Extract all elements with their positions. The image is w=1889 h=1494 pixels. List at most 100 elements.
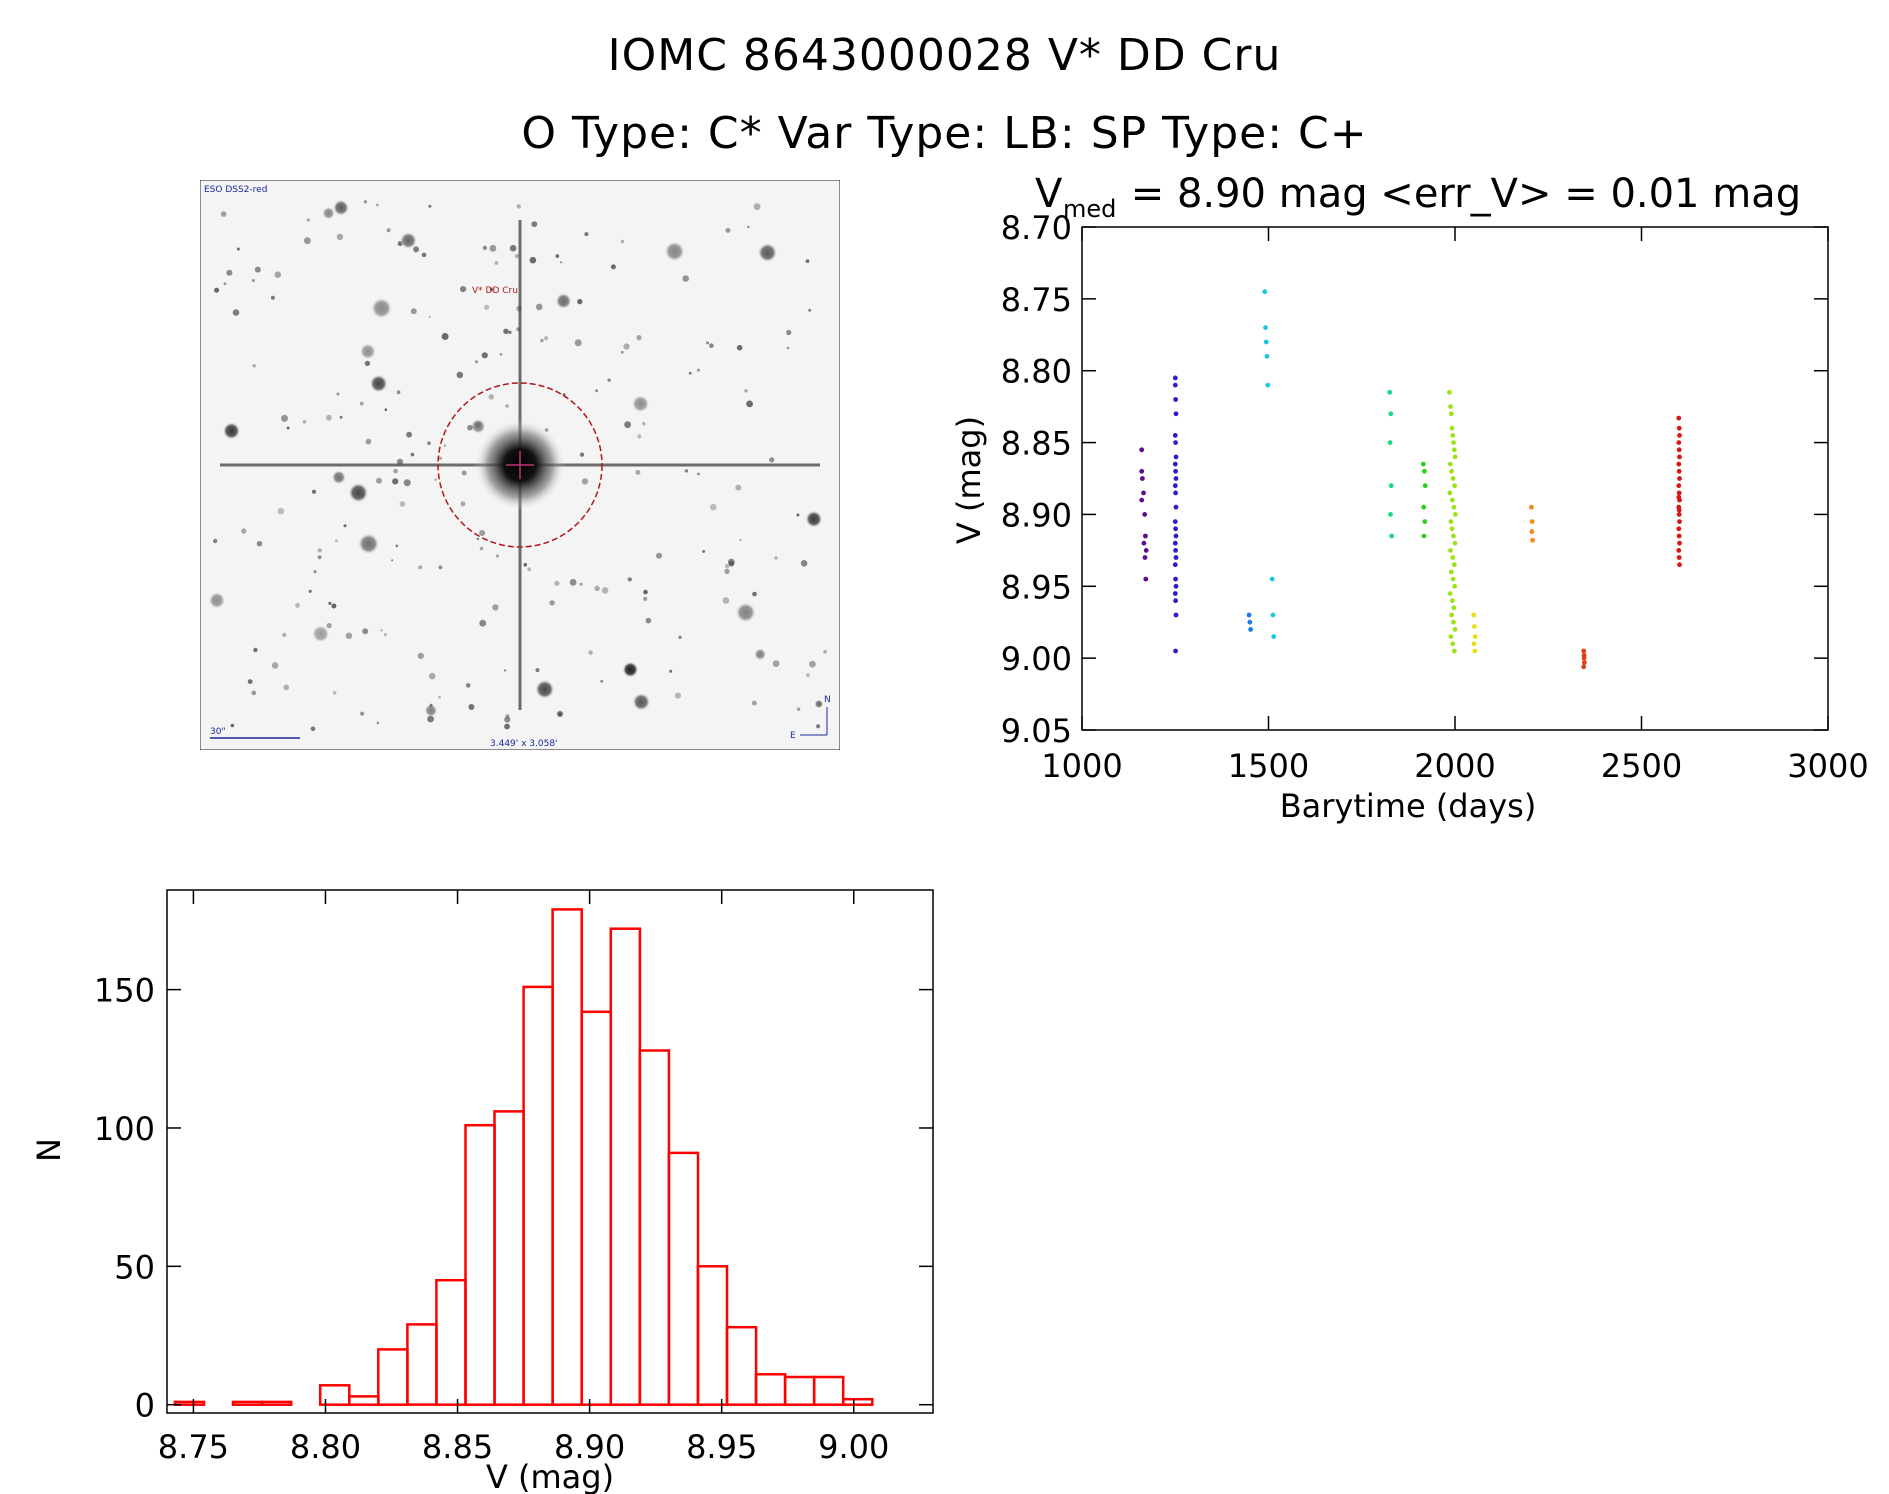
- star: [399, 231, 418, 250]
- data-point: [1143, 576, 1149, 582]
- star: [270, 295, 275, 300]
- star: [417, 652, 424, 659]
- star: [503, 328, 509, 334]
- star: [624, 421, 631, 429]
- star: [702, 550, 705, 553]
- star: [739, 538, 742, 542]
- star: [631, 394, 650, 413]
- star: [274, 271, 282, 278]
- star: [306, 218, 310, 222]
- star: [251, 279, 255, 283]
- x-tick-label: 1000: [1041, 747, 1122, 785]
- data-point: [1172, 562, 1178, 568]
- star: [421, 252, 427, 258]
- star: [460, 286, 467, 293]
- star: [796, 513, 800, 517]
- north-label: N: [824, 695, 831, 705]
- data-point: [1271, 634, 1277, 639]
- star: [535, 303, 543, 311]
- data-point: [1452, 454, 1458, 460]
- star: [383, 633, 387, 637]
- star: [706, 341, 709, 345]
- star: [406, 431, 412, 438]
- star: [736, 344, 743, 351]
- data-point: [1172, 483, 1178, 489]
- star: [339, 415, 343, 419]
- data-point: [1472, 634, 1478, 639]
- star: [747, 225, 750, 229]
- star: [393, 468, 398, 474]
- data-point: [1172, 591, 1178, 596]
- star: [754, 648, 767, 661]
- star: [635, 469, 641, 475]
- star: [697, 472, 700, 476]
- data-point: [1450, 555, 1456, 560]
- star: [752, 591, 757, 597]
- star: [396, 390, 401, 394]
- y-tick-label: 8.90: [1001, 496, 1072, 534]
- star: [725, 564, 730, 569]
- star: [479, 546, 484, 551]
- star: [823, 650, 827, 654]
- histogram-bar: [493, 1110, 525, 1406]
- data-point: [1450, 598, 1455, 604]
- data-point: [1529, 529, 1535, 535]
- star: [395, 544, 399, 548]
- data-point: [1581, 664, 1587, 670]
- star: [621, 351, 624, 354]
- star: [456, 371, 464, 379]
- fov-label: 3.449' x 3.058': [490, 739, 558, 749]
- star: [376, 477, 382, 484]
- star: [475, 360, 478, 364]
- data-point: [1450, 497, 1455, 503]
- x-tick-label: 8.90: [554, 1428, 625, 1466]
- data-point: [1173, 548, 1178, 553]
- star: [302, 419, 307, 424]
- data-point: [1676, 483, 1682, 489]
- star: [632, 692, 651, 712]
- star: [746, 400, 753, 408]
- star: [348, 482, 369, 504]
- star: [594, 585, 600, 592]
- star: [577, 298, 583, 305]
- star: [410, 452, 415, 457]
- data-point: [1269, 576, 1275, 582]
- data-point: [1677, 562, 1682, 568]
- star: [751, 700, 757, 706]
- data-point: [1173, 454, 1179, 460]
- star: [476, 537, 479, 541]
- star: [574, 339, 582, 347]
- data-point: [1263, 339, 1269, 345]
- data-point: [1173, 598, 1178, 604]
- star: [806, 673, 810, 678]
- x-tick-label: 3000: [1787, 747, 1868, 785]
- star: [588, 650, 593, 655]
- y-tick-label: 8.85: [1001, 425, 1072, 463]
- data-point: [1452, 627, 1458, 632]
- histogram-bar: [725, 1325, 758, 1406]
- star: [531, 221, 538, 228]
- star: [252, 364, 256, 368]
- star: [643, 589, 648, 595]
- star: [622, 661, 639, 678]
- star: [656, 552, 662, 559]
- star: [636, 335, 642, 341]
- data-point: [1448, 404, 1453, 409]
- data-point: [1247, 619, 1253, 625]
- data-point: [1451, 648, 1457, 654]
- histogram-bar: [464, 1123, 496, 1406]
- data-point: [1141, 540, 1147, 546]
- star: [805, 510, 823, 528]
- data-point: [1677, 433, 1682, 438]
- star: [399, 501, 406, 507]
- histogram-bar: [667, 1151, 700, 1406]
- star: [253, 647, 258, 653]
- data-point: [1447, 389, 1452, 395]
- star: [424, 703, 438, 718]
- star: [230, 723, 235, 728]
- star: [392, 478, 399, 485]
- data-point: [1447, 461, 1453, 467]
- star: [642, 422, 646, 426]
- data-point: [1173, 440, 1178, 445]
- star: [627, 577, 632, 582]
